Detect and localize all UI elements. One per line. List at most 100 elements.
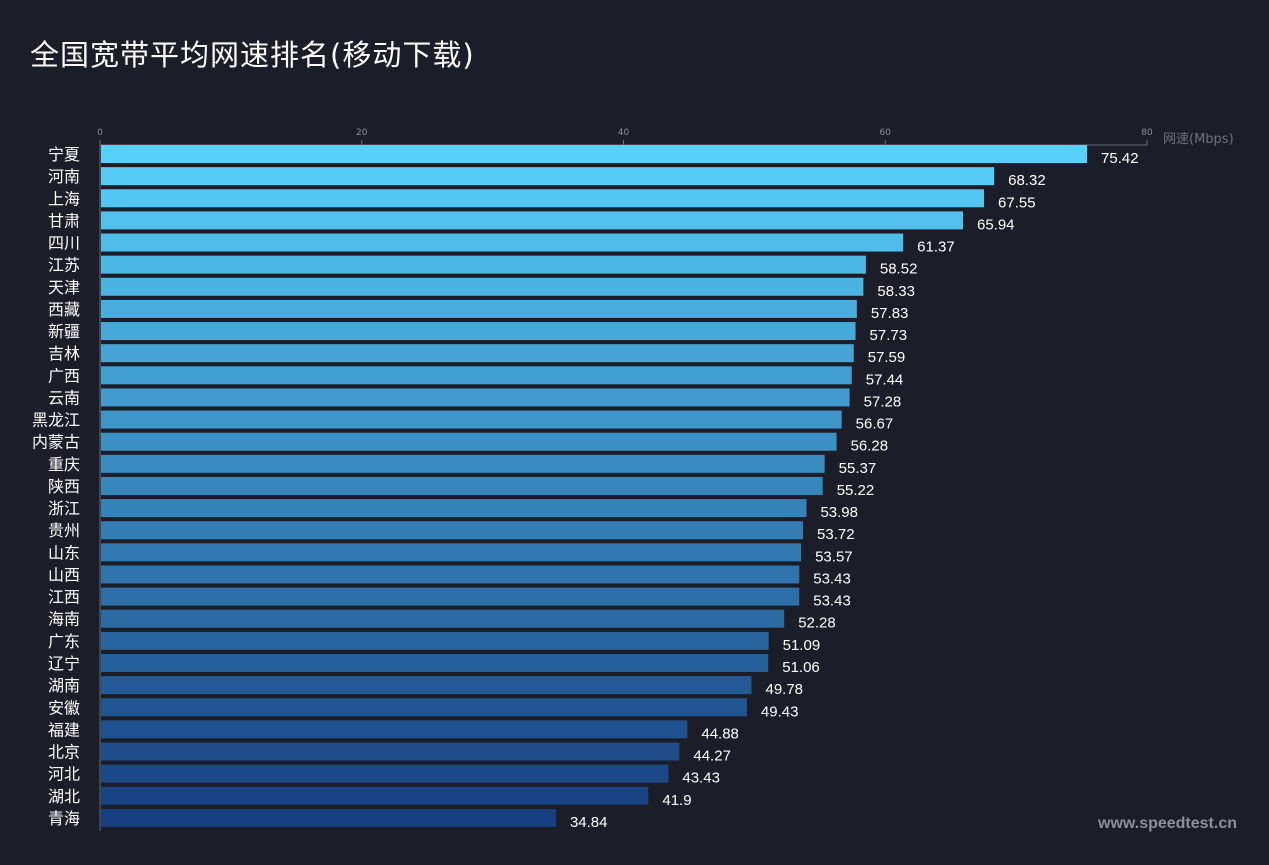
data-label: 67.55 [998,194,1036,211]
data-label: 53.98 [820,504,858,521]
data-label: 49.78 [765,681,803,698]
bar [101,344,854,363]
category-label: 重庆 [48,455,80,474]
category-label: 陕西 [48,477,80,496]
bar [101,676,752,695]
bar [101,299,857,318]
category-label: 天津 [48,278,80,297]
category-label: 山西 [48,565,80,584]
bar [101,410,842,429]
bar [101,432,837,451]
bar [101,543,802,562]
bar [101,454,825,473]
category-label: 浙江 [48,499,80,518]
data-label: 43.43 [682,770,720,787]
data-label: 52.28 [798,615,836,632]
data-label: 34.84 [570,814,608,831]
data-label: 57.59 [868,349,906,366]
data-label: 44.27 [693,748,731,765]
bar [101,786,649,805]
category-label: 河南 [48,167,80,186]
bar [101,366,852,385]
data-label: 51.09 [783,637,821,654]
category-label: 江苏 [48,256,80,275]
bar [101,145,1088,163]
bar [101,742,680,761]
data-label: 58.52 [880,261,918,278]
data-label: 57.73 [870,327,908,344]
bar [101,211,963,230]
data-label: 75.42 [1101,150,1139,167]
data-label: 49.43 [761,703,799,720]
data-label: 61.37 [917,239,955,256]
category-label: 山东 [48,543,80,562]
data-label: 68.32 [1008,172,1046,189]
data-label: 57.44 [866,371,904,388]
bar [101,476,823,495]
data-label: 56.67 [856,416,894,433]
data-label: 55.22 [837,482,875,499]
bar [101,499,807,518]
data-label: 53.72 [817,526,855,543]
bar [101,631,769,650]
data-label: 65.94 [977,216,1015,233]
bar [101,388,850,407]
category-label: 辽宁 [48,654,80,673]
bar [101,233,904,252]
bar [101,167,995,186]
category-label: 河北 [48,765,80,784]
category-label: 四川 [48,234,80,253]
bar [101,808,556,827]
x-tick-label: 0 [97,128,103,138]
bar [101,653,769,672]
x-tick-label: 40 [618,128,630,138]
category-label: 甘肃 [48,211,80,230]
watermark: www.speedtest.cn [1098,815,1237,832]
category-label: 北京 [48,743,80,762]
category-label: 西藏 [48,300,80,319]
category-label: 湖南 [48,676,80,695]
bar [101,189,985,208]
category-label: 上海 [48,189,80,208]
category-label: 黑龙江 [32,411,80,430]
bar [101,255,866,274]
x-tick-label: 60 [880,128,892,138]
data-label: 58.33 [877,283,915,300]
category-label: 吉林 [48,344,80,363]
category-label: 新疆 [48,322,80,341]
data-label: 53.57 [815,548,853,565]
data-label: 51.06 [782,659,820,676]
data-label: 41.9 [662,792,691,809]
x-axis-label: 网速(Mbps) [1163,132,1234,147]
category-label: 云南 [48,388,80,407]
bar [101,698,747,717]
category-label: 湖北 [48,787,80,806]
category-label: 广西 [48,366,80,385]
category-label: 江西 [48,588,80,607]
bar [101,764,669,783]
category-label: 贵州 [48,521,80,540]
category-label: 海南 [48,610,80,629]
category-label: 广东 [48,632,80,651]
data-label: 57.83 [871,305,909,322]
category-label: 安徽 [48,698,80,717]
category-label: 福建 [48,720,80,739]
bar [101,609,785,628]
bar [101,565,800,584]
category-label: 宁夏 [48,145,80,164]
x-tick-label: 20 [356,128,368,138]
bar [101,720,688,739]
bar [101,521,804,540]
data-label: 55.37 [839,460,877,477]
bar [101,322,856,341]
x-tick-label: 80 [1141,128,1153,138]
chart-title: 全国宽带平均网速排名(移动下载) [30,38,475,72]
category-label: 青海 [48,809,80,828]
category-label: 内蒙古 [32,433,80,452]
data-label: 44.88 [701,725,739,742]
data-label: 53.43 [813,570,851,587]
data-label: 57.28 [864,393,902,410]
bar [101,587,800,606]
bar [101,277,864,296]
